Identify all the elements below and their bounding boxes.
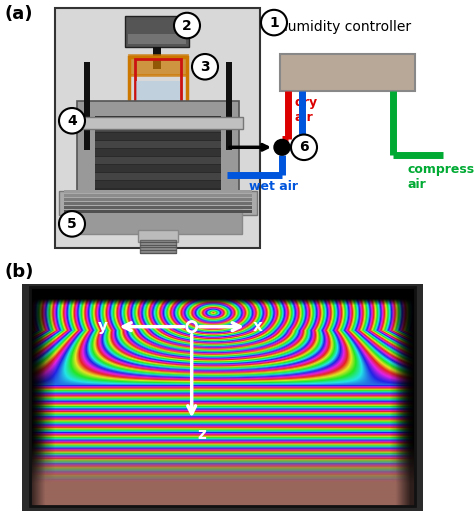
Bar [129,57,187,150]
Text: 1: 1 [269,15,279,29]
Bar [125,15,189,47]
Bar [64,202,252,205]
Bar [128,35,186,44]
Bar [59,191,257,215]
Bar [95,141,221,148]
Bar [95,166,221,172]
Bar [77,101,239,199]
Circle shape [274,139,290,155]
Text: wet air: wet air [249,180,299,192]
Text: y: y [98,319,108,334]
Bar [30,287,415,506]
Bar [95,116,221,197]
Bar [55,8,260,248]
Text: 5: 5 [67,217,77,231]
Bar [95,182,221,188]
Circle shape [291,135,317,160]
Bar [226,62,232,150]
Text: 4: 4 [67,114,77,128]
Bar [95,189,221,197]
Text: 6: 6 [299,140,309,154]
Bar [84,62,90,150]
Text: x: x [253,319,263,334]
Bar [129,55,187,75]
Circle shape [261,10,287,36]
Bar [140,239,176,253]
Bar [64,195,252,198]
Text: 3: 3 [200,60,210,74]
Bar [64,210,252,213]
Text: z: z [198,427,207,442]
Bar [138,230,178,241]
Bar [74,210,242,234]
Circle shape [192,54,218,79]
Circle shape [174,13,200,38]
Bar [95,157,221,164]
Bar [64,190,252,194]
Bar [136,80,180,154]
Bar [280,54,415,91]
Bar [135,59,181,155]
Text: (a): (a) [5,5,34,23]
Bar [95,125,221,132]
Bar [95,117,221,124]
Bar [95,149,221,156]
Text: dry
air: dry air [295,96,318,124]
Bar [95,133,221,140]
Text: humidity controller: humidity controller [279,20,411,34]
Bar [95,173,221,180]
Bar [22,284,423,511]
Circle shape [59,211,85,237]
Bar [73,117,243,128]
Bar [64,198,252,201]
Bar [64,206,252,209]
Circle shape [59,108,85,134]
Text: (b): (b) [5,263,35,281]
Bar [153,47,161,69]
Text: 2: 2 [182,19,192,33]
Text: compressed
air: compressed air [408,163,474,191]
Bar [30,287,415,506]
